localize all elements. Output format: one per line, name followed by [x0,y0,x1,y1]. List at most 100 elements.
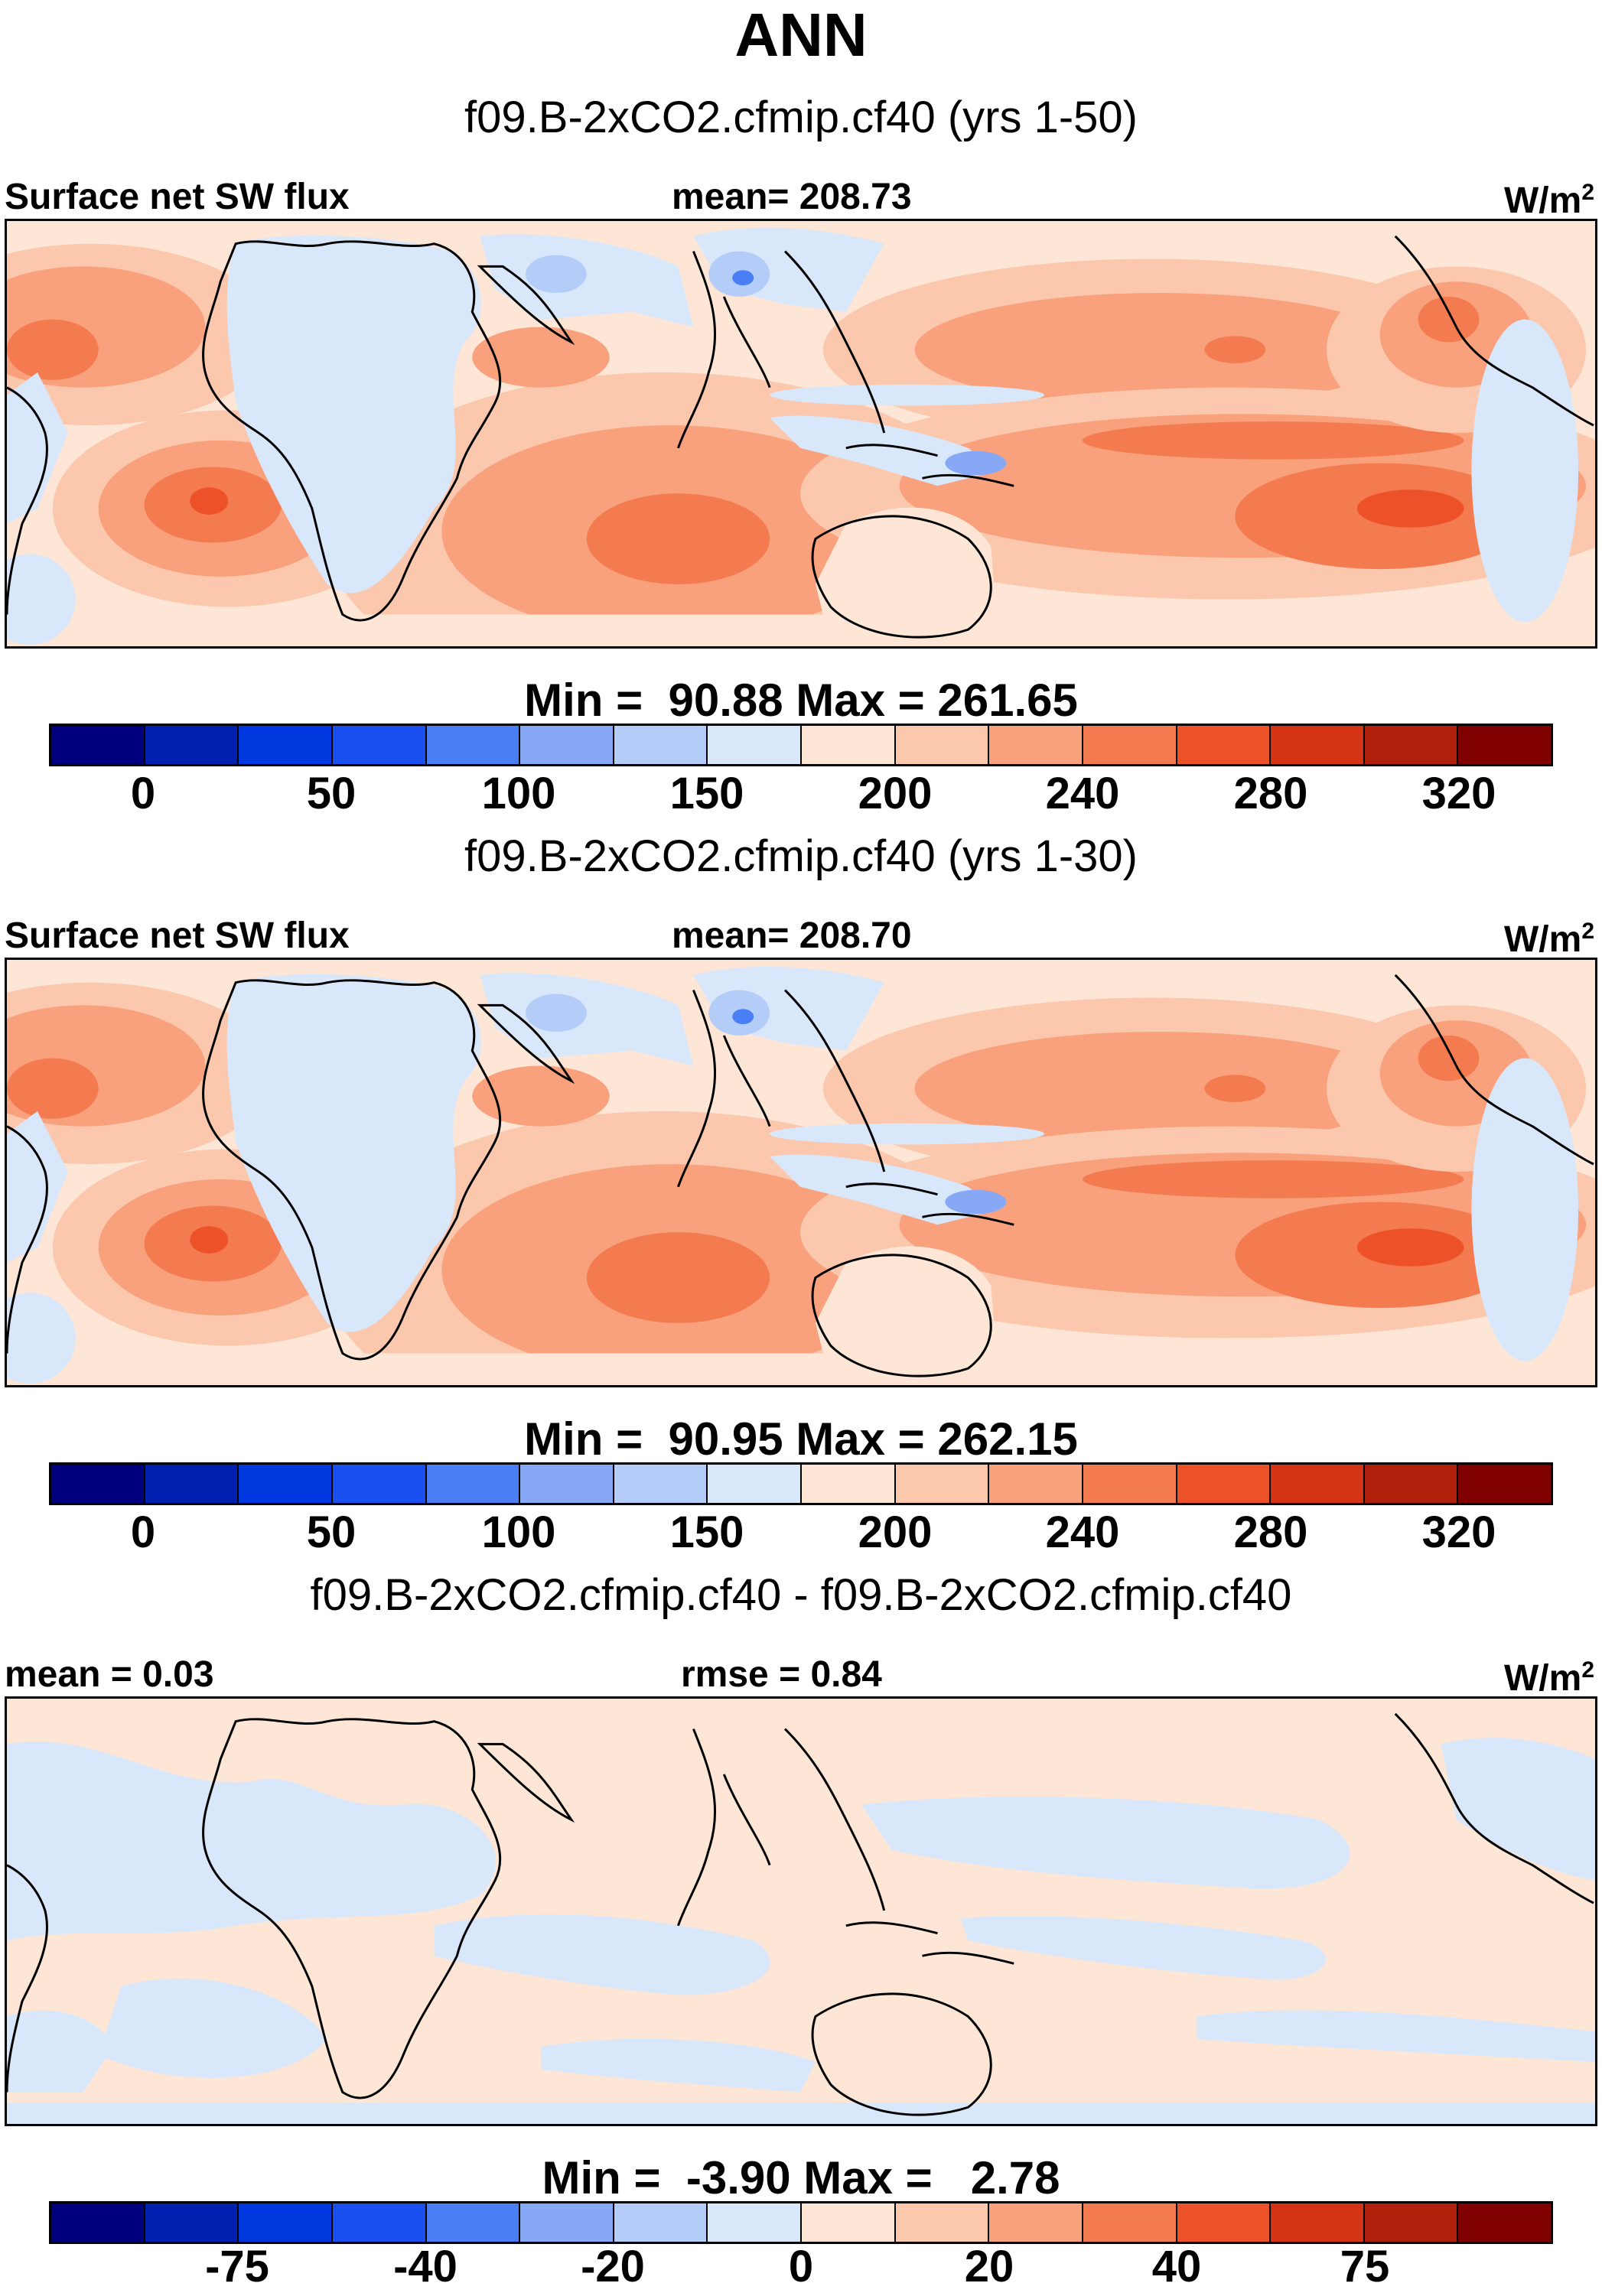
colorbar-swatch [1083,726,1177,764]
panel-3-map [5,1696,1597,2126]
colorbar-tick-label: 280 [1233,769,1308,818]
colorbar-tick-label: 0 [788,2242,814,2291]
colorbar-tick-label: 0 [130,1507,156,1557]
colorbar-tick-label: 100 [481,769,556,818]
colorbar-swatch [332,2203,427,2242]
coastline [677,990,771,1188]
coastline [477,1742,575,1823]
coastline [845,444,1014,487]
coastline [1394,235,1594,427]
colorbar-swatch [1364,2203,1459,2242]
panel-3-case-title: f09.B-2xCO2.cfmip.cf40 - f09.B-2xCO2.cfm… [310,1570,1292,1620]
colorbar-swatch [51,726,145,764]
panel-3-colorbar-ticks: -75 -40 -20 0 20 40 75 [0,2242,1602,2296]
colorbar-swatch [614,726,708,764]
coastline [811,515,992,639]
colorbar-swatch [708,1465,802,1503]
coastline [1394,974,1594,1166]
colorbar-tick-label: 0 [130,769,156,818]
colorbar-tick-label: 200 [858,769,933,818]
figure-title: ANN [734,1,868,69]
coastline [7,1125,48,1354]
colorbar-swatch [989,726,1083,764]
panel-2-colorbar-ticks: 0 50 100 150 200 240 280 320 [0,1508,1602,1562]
colorbar-swatch [1364,726,1459,764]
coastline [784,1728,886,1911]
colorbar-swatch [1458,726,1551,764]
panel-3-minmax: Min = -3.90 Max = 2.78 [542,2152,1060,2203]
colorbar-tick-label: 50 [306,769,357,818]
panel-3-diff-field [7,1699,1595,2124]
colorbar-tick-label: 150 [669,769,744,818]
colorbar-tick-label: 100 [481,1507,556,1557]
colorbar-swatch [895,726,990,764]
panel-1-sw-field [7,221,1595,646]
colorbar-tick-label: 20 [964,2242,1014,2291]
colorbar-swatch [239,2203,333,2242]
panel-3-units-label: W/m2 [1503,1657,1594,1699]
colorbar-swatch [426,726,521,764]
colorbar-tick-label: -75 [205,2242,269,2291]
colorbar-tick-label: 150 [669,1507,744,1557]
colorbar-swatch [1271,2203,1365,2242]
colorbar-tick-label: 240 [1045,769,1120,818]
colorbar-swatch [145,1465,239,1503]
panel-2-case-title: f09.B-2xCO2.cfmip.cf40 (yrs 1-30) [464,831,1138,881]
colorbar-swatch [520,726,614,764]
colorbar-tick-label: -20 [581,2242,645,2291]
colorbar-swatch [895,1465,990,1503]
panel-1-colorbar [49,724,1553,766]
colorbar-swatch [239,1465,333,1503]
colorbar-swatch [426,2203,521,2242]
colorbar-tick-label: 240 [1045,1507,1120,1557]
panel-2-mean-label: mean= 208.70 [672,915,912,956]
panel-2-units-label: W/m2 [1503,919,1594,960]
coastline [784,250,886,434]
colorbar-swatch [1177,2203,1272,2242]
colorbar-tick-label: 320 [1421,769,1496,818]
colorbar-tick-label: 200 [858,1507,933,1557]
colorbar-swatch [332,726,427,764]
coastline [845,1182,1014,1226]
coastline [811,1992,992,2116]
colorbar-swatch [989,2203,1083,2242]
panel-1-mean-label: mean= 208.73 [672,177,912,217]
colorbar-swatch [1177,726,1272,764]
colorbar-swatch [802,1465,896,1503]
coastline [677,251,771,449]
panel-3-rmse-label: rmse = 0.84 [681,1654,882,1695]
colorbar-swatch [1458,1465,1551,1503]
colorbar-swatch [1271,1465,1365,1503]
colorbar-swatch [1083,2203,1177,2242]
panel-1-minmax: Min = 90.88 Max = 261.65 [524,675,1078,726]
coastline [845,1921,1014,1965]
panel-1-units-label: W/m2 [1503,180,1594,221]
colorbar-tick-label: 40 [1151,2242,1202,2291]
colorbar-tick-label: 50 [306,1507,357,1557]
coastline [202,1718,502,2099]
colorbar-swatch [145,726,239,764]
colorbar-swatch [989,1465,1083,1503]
colorbar-swatch [332,1465,427,1503]
panel-1-case-title: f09.B-2xCO2.cfmip.cf40 (yrs 1-50) [464,93,1138,142]
colorbar-tick-label: 320 [1421,1507,1496,1557]
panel-1-colorbar-ticks: 0 50 100 150 200 240 280 320 [0,769,1602,823]
panel-3-mean-label: mean = 0.03 [5,1654,214,1695]
colorbar-swatch [1364,1465,1459,1503]
panel-2-colorbar [49,1462,1553,1505]
colorbar-swatch [1458,2203,1551,2242]
colorbar-swatch [802,726,896,764]
colorbar-swatch [802,2203,896,2242]
coastline [202,979,502,1361]
colorbar-swatch [239,726,333,764]
colorbar-tick-label: 75 [1340,2242,1390,2291]
panel-2-sw-field [7,960,1595,1385]
coastline [811,1254,992,1377]
colorbar-swatch [1271,726,1365,764]
coastline [677,1729,771,1927]
panel-2-variable-label: Surface net SW flux [5,915,350,956]
colorbar-swatch [895,2203,990,2242]
panel-1-variable-label: Surface net SW flux [5,177,350,217]
colorbar-swatch [708,726,802,764]
colorbar-swatch [520,2203,614,2242]
